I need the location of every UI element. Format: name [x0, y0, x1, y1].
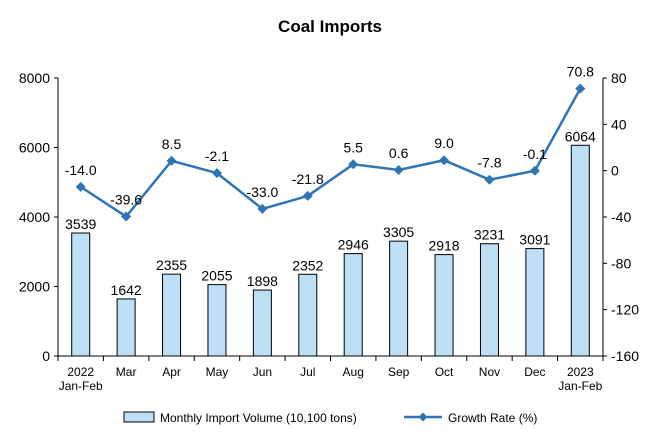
line-point [348, 159, 359, 170]
line-value-label: 0.6 [389, 145, 409, 161]
line-value-label: -39.6 [110, 192, 142, 208]
line-value-label: -0.1 [523, 146, 547, 162]
bar-value-label: 2946 [338, 237, 369, 253]
x-tick-label: Jun [253, 365, 272, 379]
line-point [439, 155, 450, 166]
legend: Monthly Import Volume (10,100 tons) Grow… [123, 411, 537, 425]
x-tick-label: Nov [479, 365, 500, 379]
line-data-labels: -14.0 -39.6 8.5 -2.1 -33.0 -21.8 5.5 0.6 9.0 -7.8… [65, 64, 594, 208]
left-tick-label: 0 [42, 348, 50, 364]
line-value-label: 5.5 [343, 139, 363, 155]
bar [479, 243, 499, 357]
legend-bar-swatch [123, 411, 155, 423]
line-point [121, 211, 132, 222]
x-tick-label: Sep [388, 365, 410, 379]
left-tick-label: 4000 [19, 209, 50, 225]
bar [525, 248, 545, 357]
line-value-label: -2.1 [205, 148, 229, 164]
line-point [529, 165, 540, 176]
line-value-label: -21.8 [292, 171, 324, 187]
chart-title: Coal Imports [278, 17, 382, 36]
legend-bar-label: Monthly Import Volume (10,100 tons) [160, 411, 357, 425]
bar [252, 289, 272, 357]
bar-value-label: 2055 [201, 268, 232, 284]
line-point [484, 174, 495, 185]
right-tick-label: -80 [611, 255, 631, 271]
line-value-label: -7.8 [477, 155, 501, 171]
bar-value-label: 3305 [383, 224, 414, 240]
right-tick-label: -40 [611, 209, 631, 225]
legend-line-marker [418, 412, 428, 422]
bar-value-label: 2918 [428, 238, 459, 254]
right-tick-label: 0 [611, 163, 619, 179]
right-tick-label: -160 [611, 348, 639, 364]
right-tick-label: -120 [611, 302, 639, 318]
line-value-label: -14.0 [65, 162, 97, 178]
bar-value-label: 3231 [474, 227, 505, 243]
line-value-label: -33.0 [246, 184, 278, 200]
line-value-label: 9.0 [434, 135, 454, 151]
left-tick-label: 8000 [19, 70, 50, 86]
chart-axes: 0 2000 4000 6000 8000 -160 -120 -80 -40 0 40 80 [19, 70, 639, 364]
bar [389, 240, 409, 357]
bar [207, 284, 227, 357]
line-point [302, 190, 313, 201]
left-tick-label: 2000 [19, 279, 50, 295]
line-point [166, 155, 177, 166]
bar-value-label: 3539 [65, 216, 96, 232]
x-tick-label: Jul [300, 365, 315, 379]
line-value-label: 70.8 [567, 64, 594, 80]
growth-rate-line [80, 88, 582, 219]
bar [343, 253, 363, 357]
x-tick-label: 2022 [67, 365, 94, 379]
bar [434, 254, 454, 357]
legend-line-label: Growth Rate (%) [448, 411, 537, 425]
x-tick-label: Dec [524, 365, 545, 379]
x-tick-label: Jan-Feb [59, 379, 103, 393]
bar-value-label: 2355 [156, 257, 187, 273]
x-tick-label: May [206, 365, 229, 379]
bar [298, 273, 318, 357]
bar-value-label: 3091 [519, 232, 550, 248]
bar-value-label: 2352 [292, 257, 323, 273]
bar [162, 273, 182, 357]
right-tick-label: 40 [611, 116, 627, 132]
bar-series [71, 144, 590, 357]
x-tick-label: Jan-Feb [558, 379, 602, 393]
bar-value-label: 1642 [111, 282, 142, 298]
line-point [575, 83, 586, 94]
line-point [75, 181, 86, 192]
x-tick-label: Mar [116, 365, 137, 379]
right-tick-label: 80 [611, 70, 627, 86]
line-point [393, 164, 404, 175]
left-tick-label: 6000 [19, 140, 50, 156]
x-tick-label: Oct [435, 365, 454, 379]
bar-value-label: 6064 [565, 128, 596, 144]
bar [570, 144, 590, 357]
x-tick-label: Apr [162, 365, 181, 379]
x-tick-label: 2023 [567, 365, 594, 379]
line-point [211, 168, 222, 179]
bar-data-labels: 3539 1642 2355 2055 1898 2352 2946 3305 2918 3231… [65, 128, 596, 298]
bar-value-label: 1898 [247, 273, 278, 289]
bar [71, 232, 91, 357]
x-tick-label: Aug [343, 365, 364, 379]
line-point [257, 203, 268, 214]
line-value-label: 8.5 [162, 136, 182, 152]
line-series [75, 83, 586, 222]
bar [116, 298, 136, 357]
